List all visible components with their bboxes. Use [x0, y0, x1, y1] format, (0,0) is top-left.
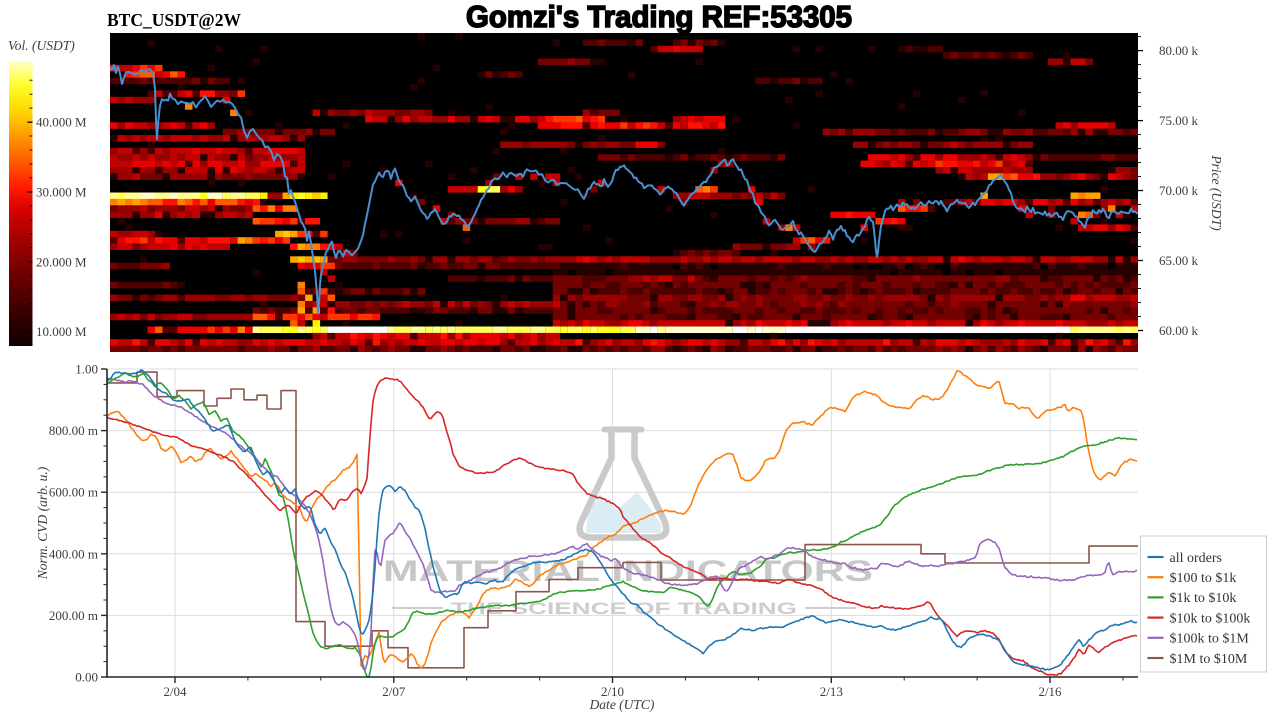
svg-text:80.00 k: 80.00 k: [1159, 43, 1199, 58]
svg-text:2/07: 2/07: [382, 684, 406, 699]
svg-text:$100k to $1M: $100k to $1M: [1170, 632, 1250, 647]
svg-text:Gomzi's Trading REF:53305: Gomzi's Trading REF:53305: [466, 0, 852, 34]
svg-text:2/16: 2/16: [1038, 684, 1062, 699]
svg-text:200.00 m: 200.00 m: [49, 608, 98, 623]
svg-text:$100 to $1k: $100 to $1k: [1170, 571, 1237, 586]
svg-text:2/13: 2/13: [820, 684, 843, 699]
svg-text:Price (USDT): Price (USDT): [1209, 154, 1224, 231]
svg-text:800.00 m: 800.00 m: [49, 423, 98, 438]
svg-text:10.000 M: 10.000 M: [36, 324, 87, 339]
svg-text:60.00 k: 60.00 k: [1159, 323, 1199, 338]
svg-text:40.000 M: 40.000 M: [36, 115, 87, 130]
svg-text:$1M to $10M: $1M to $10M: [1170, 652, 1248, 667]
svg-text:65.00 k: 65.00 k: [1159, 253, 1199, 268]
svg-text:THE SCIENCE OF TRADING: THE SCIENCE OF TRADING: [451, 599, 797, 618]
svg-text:$1k to $10k: $1k to $10k: [1170, 591, 1237, 606]
svg-text:Vol. (USDT): Vol. (USDT): [8, 38, 75, 53]
svg-text:1.00: 1.00: [75, 362, 98, 377]
svg-text:2/10: 2/10: [601, 684, 624, 699]
svg-text:600.00 m: 600.00 m: [49, 485, 98, 500]
svg-text:2/04: 2/04: [163, 684, 187, 699]
svg-text:all orders: all orders: [1170, 551, 1222, 566]
svg-text:20.000 M: 20.000 M: [36, 254, 87, 269]
svg-text:70.00 k: 70.00 k: [1159, 183, 1199, 198]
svg-text:75.00 k: 75.00 k: [1159, 113, 1199, 128]
svg-text:30.000 M: 30.000 M: [36, 185, 87, 200]
svg-text:400.00 m: 400.00 m: [49, 546, 98, 561]
svg-text:Date (UTC): Date (UTC): [589, 697, 655, 712]
svg-text:0.00: 0.00: [75, 670, 98, 685]
svg-text:Norm. CVD (arb. u.): Norm. CVD (arb. u.): [35, 466, 50, 580]
svg-text:BTC_USDT@2W: BTC_USDT@2W: [107, 10, 241, 30]
svg-text:$10k to $100k: $10k to $100k: [1170, 611, 1251, 626]
